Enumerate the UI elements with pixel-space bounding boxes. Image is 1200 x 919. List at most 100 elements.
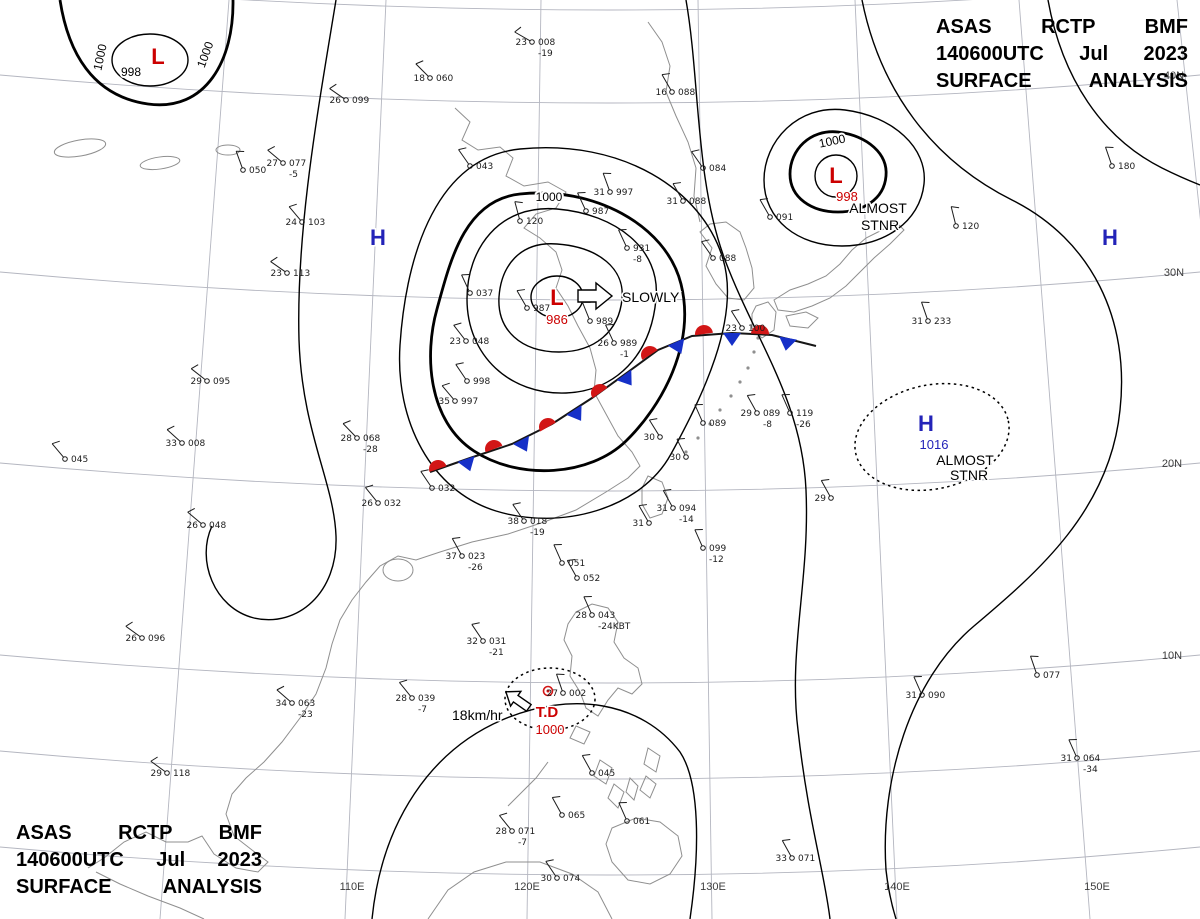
station-plot: 065 [551,796,585,821]
svg-text:27: 27 [547,689,558,699]
svg-text:023: 023 [468,552,485,562]
svg-text:30: 30 [644,433,656,443]
station-plot: 28 043-24KBT [576,595,631,632]
station-plot: 23 100 [726,309,765,334]
svg-text:090: 090 [928,691,945,701]
svg-text:068: 068 [363,434,380,444]
station-plot: 30 [670,437,689,463]
svg-text:33: 33 [166,439,177,449]
station-plot: 27 002 [547,673,586,699]
svg-text:039: 039 [418,694,435,704]
station-plot: 28 071-7 [496,812,535,848]
pressure-system-label: H [918,411,934,436]
coastline-visayas [593,747,661,809]
svg-text:27: 27 [267,159,278,169]
station-plot: 084 [691,149,726,174]
svg-text:043: 043 [476,162,493,172]
latitude-label: 30N [1164,267,1184,279]
svg-text:002: 002 [569,689,586,699]
svg-text:071: 071 [518,827,535,837]
svg-text:065: 065 [568,811,585,821]
svg-text:16: 16 [656,88,668,98]
stationary-front [429,325,817,473]
coastline-korea [699,221,755,301]
svg-text:26: 26 [126,634,138,644]
station-plot: 31 233 [912,301,951,327]
isobar-1004-center [398,147,729,519]
svg-text:23: 23 [516,38,527,48]
longitude-label: 110E [340,881,365,893]
station-plot: 26 099 [329,83,369,106]
station-plot: 16 088 [656,73,695,98]
svg-text:32: 32 [467,637,478,647]
station-plot: 31 064-34 [1061,738,1100,775]
station-plot: 28 068-28 [341,420,380,455]
svg-text:100: 100 [748,324,765,334]
product-datetime: 140600UTC Jul 2023 [936,43,1188,65]
station-plot: 091 [759,198,793,223]
station-plot: 050 [235,150,266,176]
isobar-far-east [1047,0,1200,186]
svg-text:28: 28 [341,434,353,444]
svg-text:998: 998 [473,377,490,387]
svg-text:088: 088 [678,88,695,98]
station-plot: 38 018-19 [508,502,547,538]
svg-text:089: 089 [709,419,726,429]
svg-text:-19: -19 [530,528,545,538]
station-plot: 24 103 [286,203,325,228]
warm-front-symbols [429,325,769,472]
svg-text:987: 987 [533,304,550,314]
svg-text:120: 120 [962,222,979,232]
svg-text:048: 048 [472,337,489,347]
svg-text:118: 118 [173,769,190,779]
svg-text:077: 077 [289,159,306,169]
station-plot: 23 113 [270,256,310,279]
isobar-998-nw-low [111,33,189,87]
station-plot: 33 008 [166,425,205,449]
svg-text:103: 103 [308,218,325,228]
station-plot: 099-12 [694,528,726,565]
station-plot: 120 [514,201,543,227]
svg-text:094: 094 [679,504,696,514]
svg-text:31: 31 [1061,754,1072,764]
lake-1 [53,138,107,158]
svg-text:051: 051 [568,559,585,569]
svg-text:045: 045 [598,769,615,779]
latitude-label: 10N [1162,650,1182,662]
svg-text:31: 31 [667,197,678,207]
station-plot: 26 989-1 [598,323,637,360]
svg-text:113: 113 [293,269,310,279]
latitude-label: 40N [1164,70,1184,82]
svg-text:045: 045 [71,455,88,465]
pressure-system-label: 986 [546,312,568,327]
station-plot: 077 [1030,655,1060,681]
svg-text:31: 31 [912,317,923,327]
isobar-value-label: 1000 [90,42,109,71]
annotation-label: 18km/hr [452,707,503,723]
station-plot: 29 [815,479,834,504]
svg-text:-12: -12 [709,555,724,565]
svg-text:077: 077 [1043,671,1060,681]
td-motion-arrow [504,690,533,713]
svg-text:120: 120 [526,217,543,227]
station-plot: 27 077-5 [267,145,306,180]
pressure-system-label: L [550,285,563,310]
coastline-mindanao [605,817,683,885]
svg-text:099: 099 [352,96,369,106]
isobar-998-east-low [814,154,858,198]
pressure-system-label: 998 [836,189,858,204]
svg-text:-34: -34 [1083,765,1098,775]
station-plot: 23 048 [450,322,489,347]
motion-symbols [504,281,614,713]
isobar-philippines [371,703,698,919]
pressure-system-label: L [829,163,842,188]
annotation-label: SLOWLY [622,289,680,305]
svg-text:089: 089 [763,409,780,419]
front-line [429,331,817,473]
svg-text:099: 099 [709,544,726,554]
svg-text:26: 26 [598,339,610,349]
station-plot: 119-26 [781,393,813,430]
svg-text:048: 048 [209,521,226,531]
svg-text:987: 987 [592,207,609,217]
